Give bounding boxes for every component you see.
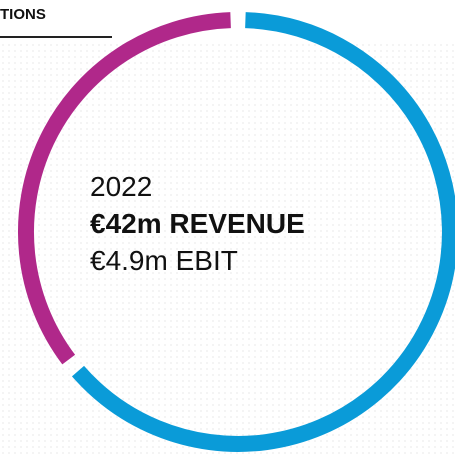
ebit: €4.9m EBIT	[90, 245, 238, 276]
ring-segment-magenta	[18, 12, 231, 365]
summary: 2022 €42m REVENUE €4.9m EBIT	[90, 168, 305, 279]
revenue: €42m REVENUE	[90, 208, 305, 239]
section-title: TIONS	[0, 6, 46, 23]
title-underline	[0, 36, 112, 38]
ring-segment-blue	[71, 12, 455, 452]
year: 2022	[90, 171, 153, 202]
